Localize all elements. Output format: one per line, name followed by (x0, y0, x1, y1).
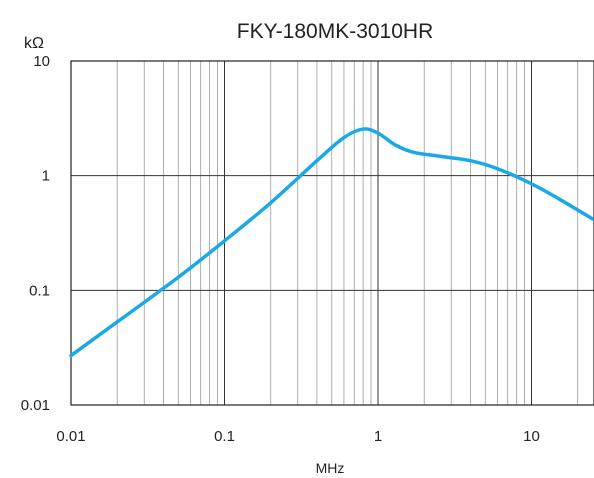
y-tick-label: 0.01 (21, 397, 50, 414)
tick-labels: 0.01 0.1 1 10 0.01 0.1 1 10 (21, 53, 540, 445)
x-tick-label: 0.01 (56, 428, 85, 445)
plot-frame (70, 60, 594, 406)
x-tick-label: 0.1 (214, 428, 235, 445)
x-tick-label: 1 (374, 428, 382, 445)
y-axis-unit: kΩ (24, 35, 44, 52)
y-tick-label: 10 (33, 53, 50, 70)
series-group (69, 127, 594, 358)
x-axis-label: MHz (316, 460, 345, 476)
chart-title: FKY-180MK-3010HR (237, 20, 434, 43)
impedance-series-line (69, 127, 594, 358)
grid-lines (71, 61, 594, 405)
y-tick-label: 0.1 (29, 282, 50, 299)
y-tick-label: 1 (42, 168, 50, 185)
x-tick-label: 10 (523, 428, 540, 445)
